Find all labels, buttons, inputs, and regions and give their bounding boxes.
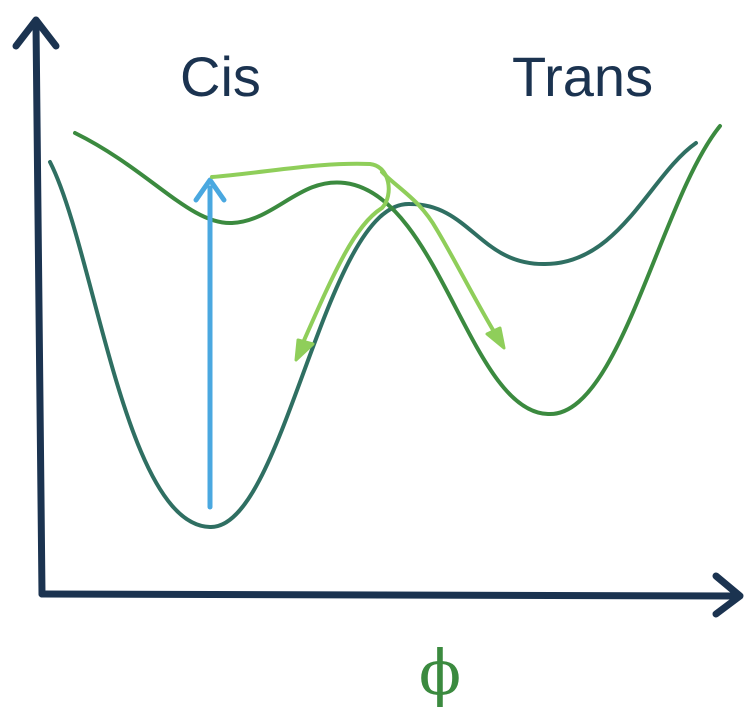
excitation-arrow-head	[193, 177, 227, 203]
x-axis-arrowhead	[712, 572, 744, 618]
relaxation-paths	[210, 161, 506, 362]
ground-state-curve	[48, 141, 698, 530]
y-axis-line	[32, 20, 46, 598]
excited-state-curve	[73, 124, 722, 417]
axes	[12, 16, 744, 618]
y-axis-arrowhead	[12, 16, 60, 50]
relaxation-path-to-trans	[380, 170, 498, 337]
relaxation-arrowhead-to-trans	[485, 326, 506, 350]
phi-axis-label: ϕ	[419, 636, 461, 709]
cis-label: Cis	[180, 45, 261, 108]
excitation-arrow	[193, 177, 227, 510]
trans-label: Trans	[512, 45, 653, 108]
relaxation-arrowhead-to-cis	[294, 338, 315, 362]
relaxation-path-top	[210, 161, 391, 347]
x-axis-line	[38, 590, 742, 600]
